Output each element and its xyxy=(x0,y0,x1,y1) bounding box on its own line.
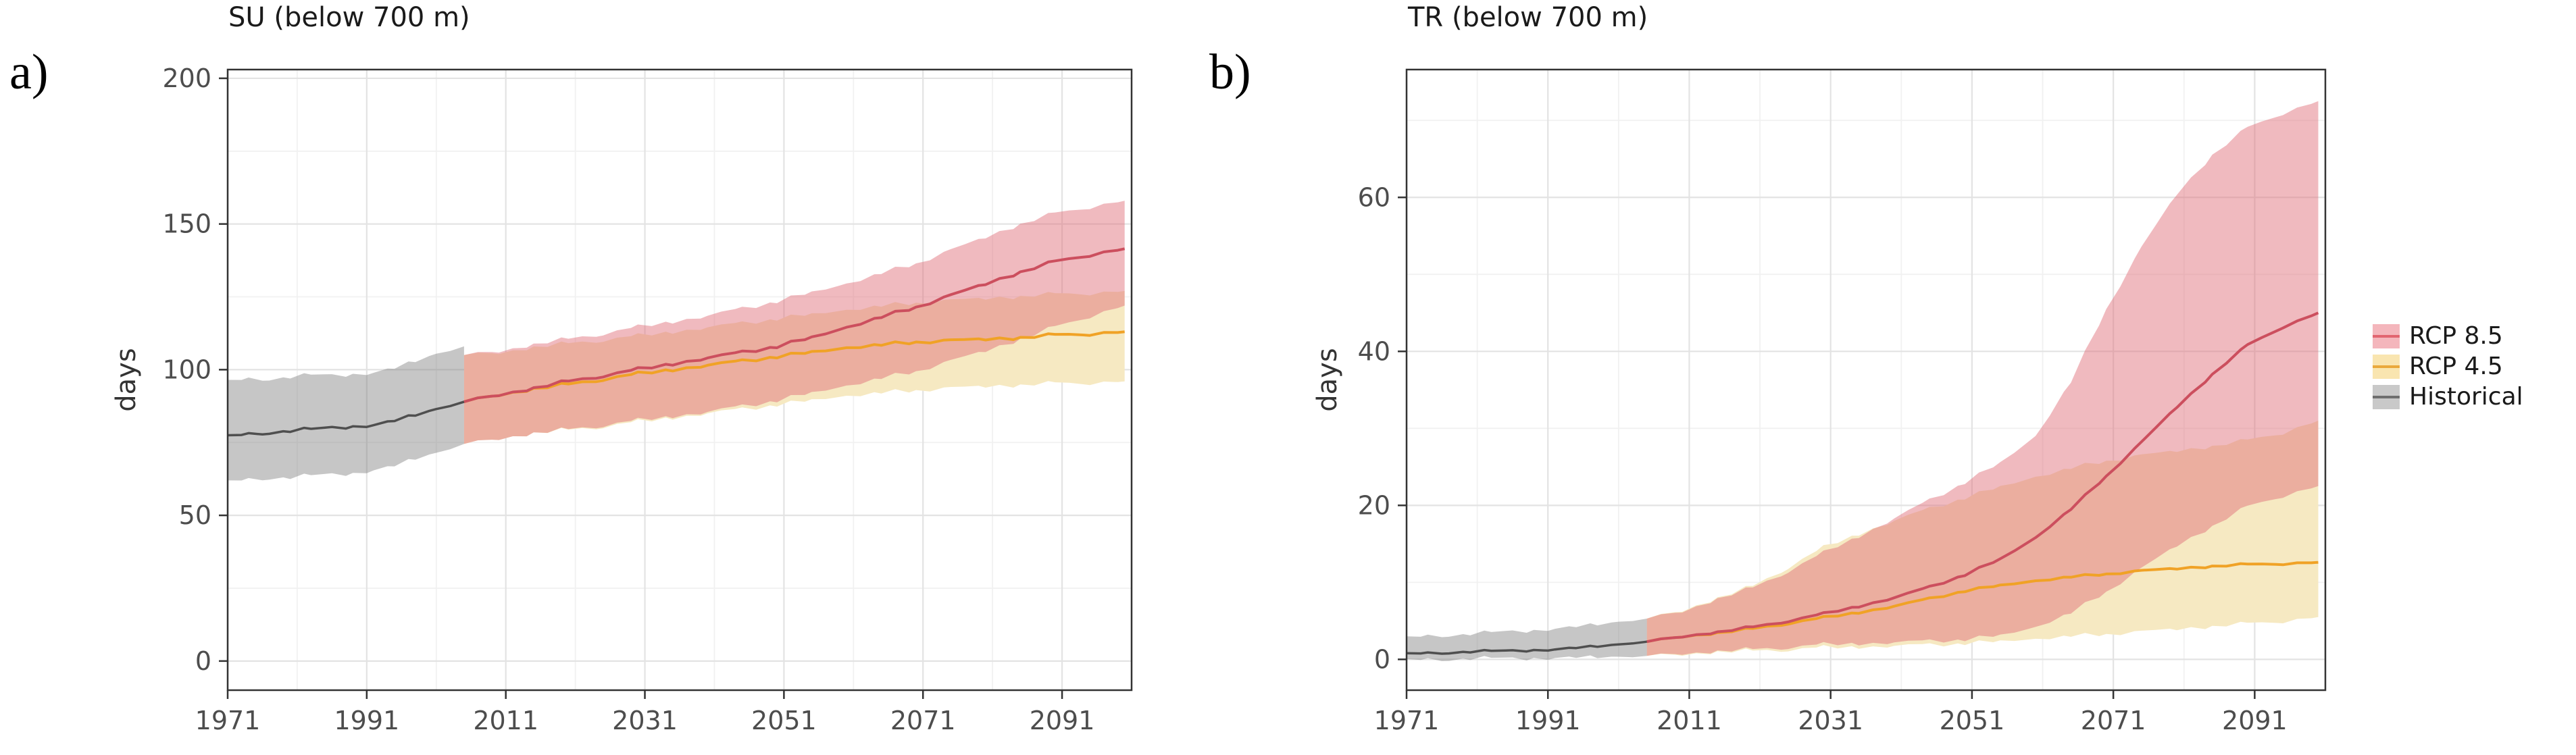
x-tick-label: 2011 xyxy=(1657,706,1722,735)
legend: RCP 8.5 RCP 4.5 Historical xyxy=(2373,324,2523,409)
x-tick-label: 1971 xyxy=(1374,706,1440,735)
panel-a: 1971 1991 2011 2031 2051 2071 2091 0 50 100 150 200… xyxy=(111,63,1133,735)
rcp45-band xyxy=(1646,420,2319,656)
y-tick-label: 0 xyxy=(1374,644,1390,674)
panel-border xyxy=(226,68,1133,692)
axes: 1971 1991 2011 2031 2051 2071 2091 0 50 100 150 200 xyxy=(162,63,1094,735)
rcp85-line-icon xyxy=(2373,335,2400,338)
x-tick-label: 2071 xyxy=(2081,706,2146,735)
y-axis-title: days xyxy=(111,348,142,411)
x-tick-label: 2011 xyxy=(473,706,538,735)
y-tick-label: 150 xyxy=(162,209,211,239)
panel-b-label: b) xyxy=(1209,45,1251,100)
x-tick-label: 2091 xyxy=(1030,706,1095,735)
x-tick-label: 1991 xyxy=(1515,706,1581,735)
y-tick-label: 0 xyxy=(195,646,211,676)
legend-label-rcp45: RCP 4.5 xyxy=(2409,353,2503,380)
historical-swatch-icon xyxy=(2373,385,2400,409)
rcp85-median-line xyxy=(463,247,1126,403)
axes: 1971 1991 2011 2031 2051 2071 2091 0 20 40 60 xyxy=(1358,182,2288,735)
panel-border xyxy=(1405,68,2327,692)
x-tick-label: 1971 xyxy=(195,706,261,735)
x-tick-label: 2031 xyxy=(1798,706,1863,735)
x-tick-label: 2051 xyxy=(1940,706,2005,735)
legend-label-historical: Historical xyxy=(2409,383,2523,411)
panel-b-title: TR (below 700 m) xyxy=(1408,2,1648,33)
y-tick-label: 200 xyxy=(162,63,211,93)
rcp85-median-line xyxy=(1646,311,2319,644)
rcp45-band xyxy=(463,290,1125,444)
historical-band xyxy=(1407,619,1647,661)
y-tick-label: 50 xyxy=(179,500,211,530)
legend-item-rcp45: RCP 4.5 xyxy=(2373,355,2523,379)
y-tick-label: 40 xyxy=(1358,336,1390,366)
y-tick-label: 60 xyxy=(1358,182,1390,212)
rcp85-swatch-icon xyxy=(2373,324,2400,348)
rcp45-median-line xyxy=(463,330,1125,403)
panel-a-title: SU (below 700 m) xyxy=(228,2,470,33)
x-tick-label: 1991 xyxy=(334,706,399,735)
legend-label-rcp85: RCP 8.5 xyxy=(2409,322,2503,350)
rcp85-band xyxy=(1646,101,2319,656)
y-axis-title: days xyxy=(1312,348,1343,411)
x-tick-label: 2051 xyxy=(751,706,817,735)
y-tick-label: 100 xyxy=(162,355,211,384)
x-tick-label: 2031 xyxy=(612,706,678,735)
legend-item-rcp85: RCP 8.5 xyxy=(2373,324,2523,348)
rcp45-swatch-icon xyxy=(2373,355,2400,379)
historical-band xyxy=(228,346,464,481)
y-tick-label: 20 xyxy=(1358,490,1390,520)
historical-line-icon xyxy=(2373,396,2400,398)
legend-item-historical: Historical xyxy=(2373,385,2523,409)
rcp85-band xyxy=(463,201,1125,444)
historical-median-line xyxy=(1407,640,1647,655)
x-tick-label: 2071 xyxy=(890,706,956,735)
x-tick-label: 2091 xyxy=(2222,706,2288,735)
panel-a-label: a) xyxy=(9,45,49,100)
panel-b: 1971 1991 2011 2031 2051 2071 2091 0 20 40 60 days xyxy=(1312,68,2327,735)
historical-median-line xyxy=(228,400,465,437)
rcp45-line-icon xyxy=(2373,365,2400,368)
rcp45-median-line xyxy=(1646,561,2319,644)
